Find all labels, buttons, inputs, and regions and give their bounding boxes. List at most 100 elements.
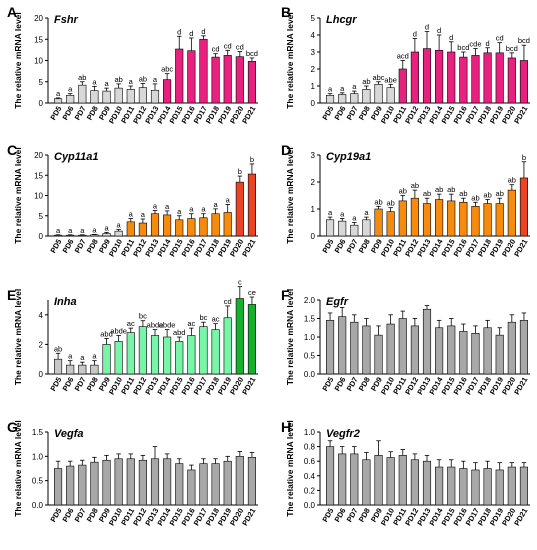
bar-pd20	[235, 298, 244, 375]
bar-pd6	[338, 453, 347, 506]
significance-label: d	[437, 26, 441, 35]
bar-pd13	[150, 335, 160, 375]
y-axis-label: The relative mRNA level	[285, 289, 295, 386]
bar-pd21	[247, 304, 256, 375]
bar-pd12	[410, 197, 419, 237]
bar-pd19	[495, 52, 504, 104]
significance-label: bcd	[457, 43, 469, 52]
y-tick-label: 0.2	[304, 486, 316, 495]
significance-label: a	[226, 195, 231, 204]
y-axis-label: The relative mRNA level	[13, 420, 23, 517]
bar-pd16	[187, 469, 196, 506]
bar-pd10	[114, 87, 123, 104]
bar-pd15	[447, 51, 456, 104]
bar-pd17	[471, 55, 480, 104]
bar-pd15	[175, 463, 184, 506]
bar-pd12	[138, 87, 147, 104]
bar-pd19	[223, 55, 232, 104]
significance-label: c	[238, 278, 242, 287]
significance-label: d	[189, 29, 193, 38]
bar-pd13	[422, 308, 432, 375]
y-tick-label: 20	[34, 14, 43, 23]
bar-pd5	[326, 446, 335, 506]
y-tick-label: 2.0	[304, 296, 316, 305]
significance-label: abc	[161, 65, 173, 74]
bar-pd16	[459, 201, 468, 237]
y-tick-label: 5	[311, 14, 316, 23]
bar-pd8	[90, 461, 99, 506]
panel-letter: C	[7, 142, 17, 158]
panel-h: H Vegfr2 The relative mRNA level 0.0 0.2 0.4 0…	[281, 419, 530, 527]
bar-pd10	[114, 458, 123, 506]
significance-label: b	[238, 167, 242, 176]
bar-pd6	[338, 94, 347, 104]
significance-label: ab	[139, 74, 147, 83]
panel-letter: F	[281, 287, 290, 303]
y-tick-label: 0.6	[304, 457, 316, 466]
panel-f: F Egfr The relative mRNA level 0.0 0.5 1.0 1.5…	[281, 287, 530, 396]
bar-pd13	[150, 458, 160, 506]
significance-label: a	[117, 221, 122, 230]
bar-pd9	[374, 455, 383, 506]
bar-pd16	[459, 468, 468, 506]
y-axis-label: The relative mRNA level	[285, 147, 295, 244]
bar-pd17	[471, 332, 480, 375]
bar-pd16	[459, 331, 468, 375]
significance-label: abd	[173, 328, 186, 337]
bar-pd11	[398, 200, 407, 237]
bar-pd5	[326, 320, 335, 375]
bar-pd7	[78, 234, 87, 237]
significance-label: ab	[447, 185, 455, 194]
bar-pd17	[471, 206, 480, 237]
bar-pd20	[235, 456, 244, 506]
x-tick-label: PD8	[357, 506, 372, 523]
significance-label: a	[56, 89, 61, 98]
bar-pd8	[362, 325, 371, 375]
significance-label: a	[340, 84, 345, 93]
bar-pd19	[223, 212, 232, 237]
significance-label: ab	[483, 191, 491, 200]
bar-pd21	[519, 60, 528, 104]
significance-label: ac	[212, 315, 220, 324]
significance-label: a	[340, 209, 345, 218]
significance-label: a	[129, 77, 134, 86]
y-tick-label: 0.8	[304, 443, 316, 452]
x-tick-label: PD5	[320, 104, 335, 121]
bar-pd10	[386, 87, 395, 104]
bar-pd5	[54, 98, 63, 104]
bar-pd20	[507, 321, 516, 375]
bar-pd6	[66, 234, 75, 237]
x-tick-label: PD7	[345, 104, 360, 121]
bar-pd15	[175, 48, 184, 104]
x-tick-label: PD7	[345, 506, 360, 523]
y-tick-label: 2	[39, 340, 44, 349]
bar-pd8	[362, 219, 371, 237]
significance-label: d	[413, 29, 417, 38]
significance-label: a	[129, 210, 134, 219]
x-tick-label: PD8	[85, 375, 100, 392]
bar-pd20	[507, 189, 516, 237]
significance-label: a	[364, 208, 369, 217]
bar-pd18	[211, 329, 220, 375]
x-tick-label: PD5	[320, 506, 335, 523]
x-tick-label: PD6	[333, 237, 348, 254]
bar-pd15	[447, 325, 456, 375]
y-tick-label: 4	[311, 31, 316, 40]
bar-pd7	[78, 364, 87, 375]
significance-label: ab	[471, 193, 479, 202]
significance-label: ac	[127, 319, 135, 328]
bar-pd10	[114, 341, 123, 375]
significance-label: a	[68, 226, 73, 235]
y-axis-label: The relative mRNA level	[13, 289, 23, 386]
significance-label: ab	[423, 189, 431, 198]
bar-pd8	[90, 90, 99, 104]
bar-pd20	[235, 181, 244, 237]
significance-label: a	[328, 208, 333, 217]
bar-pd14	[163, 214, 172, 237]
bar-pd7	[350, 93, 359, 104]
significance-label: a	[165, 202, 170, 211]
bar-pd19	[223, 460, 232, 506]
significance-label: a	[352, 214, 357, 223]
significance-label: a	[153, 75, 158, 84]
y-tick-label: 1.0	[32, 452, 44, 461]
